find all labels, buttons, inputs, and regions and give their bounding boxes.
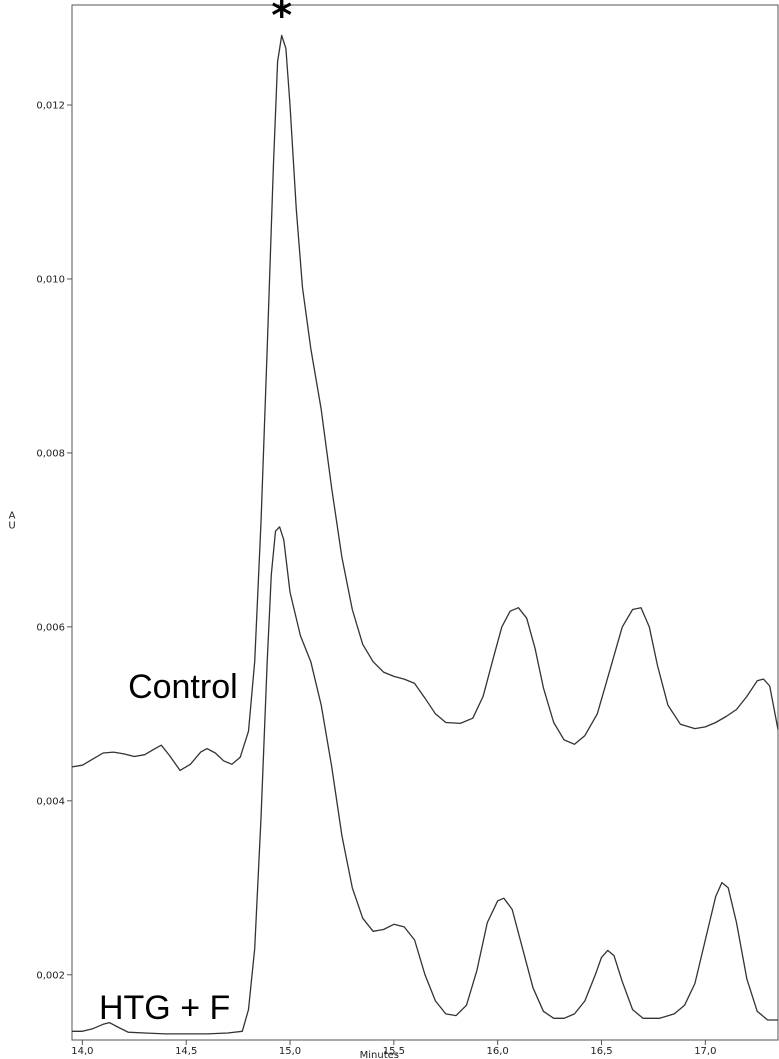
y-tick-label: 0,004	[36, 796, 65, 807]
x-tick-label: 17,0	[694, 1046, 716, 1057]
x-tick-label: 15,5	[383, 1046, 405, 1057]
y-tick-label: 0,008	[36, 448, 65, 459]
peak-annotation-asterisk: *	[271, 0, 292, 39]
plot-frame	[71, 4, 779, 1041]
x-tick-label: 16,5	[590, 1046, 612, 1057]
trace-htg-f	[72, 526, 778, 1035]
y-tick-label: 0,006	[36, 622, 65, 633]
labels: Control HTG + F *	[99, 0, 292, 1027]
y-tick-label: 0,002	[36, 970, 65, 981]
y-axis: 0,002 0,004 0,006 0,008 0,010 0,012 A U	[8, 101, 72, 981]
series-label-control: Control	[128, 668, 238, 706]
x-axis: 14,0 14,5 15,0 15,5 16,0 16,5 17,0 Minutes	[71, 1040, 716, 1059]
x-tick-label: 14,0	[71, 1046, 93, 1057]
traces	[71, 34, 779, 1035]
x-tick-label: 15,0	[279, 1046, 301, 1057]
y-tick-label: 0,012	[36, 101, 65, 112]
series-label-htg-f: HTG + F	[99, 989, 230, 1027]
x-axis-title: Minutes	[360, 1050, 399, 1059]
trace-control	[71, 34, 779, 772]
x-tick-label: 16,0	[487, 1046, 509, 1057]
x-tick-label: 14,5	[175, 1046, 197, 1057]
y-tick-label: 0,010	[36, 274, 65, 285]
